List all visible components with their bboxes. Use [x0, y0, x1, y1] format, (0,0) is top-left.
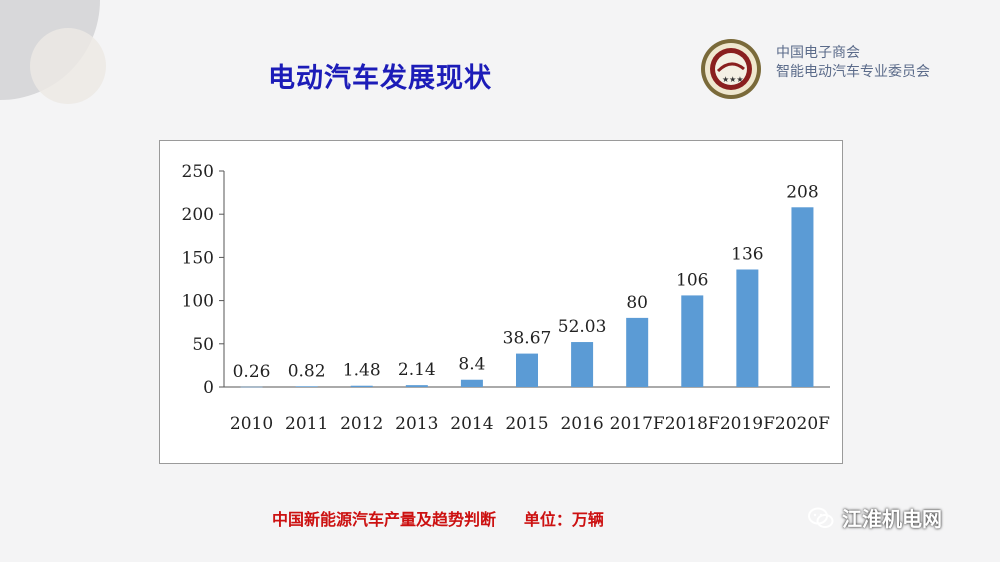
org-line-1: 中国电子商会 — [776, 45, 860, 61]
data-label-2015: 38.67 — [503, 329, 552, 349]
data-label-2017F: 80 — [626, 293, 648, 313]
x-tick-label-2020F: 2020F — [775, 414, 830, 434]
data-label-2012: 1.48 — [343, 361, 381, 381]
data-label-2014: 8.4 — [458, 355, 485, 375]
bar-2010 — [240, 386, 263, 388]
y-tick-label: 150 — [182, 248, 214, 268]
slide-title: 电动汽车发展现状 — [268, 63, 492, 94]
x-tick-label-2013: 2013 — [395, 414, 438, 434]
bar-2016 — [571, 342, 594, 387]
watermark-text: 江淮机电网 — [842, 507, 942, 531]
bar-2020F — [791, 207, 814, 387]
x-tick-label-2010: 2010 — [230, 414, 273, 434]
watermark: 江淮机电网 — [808, 503, 942, 532]
svg-text:★★★: ★★★ — [722, 75, 744, 84]
y-tick-label: 50 — [192, 335, 214, 355]
data-label-2016: 52.03 — [558, 317, 607, 337]
data-label-2011: 0.82 — [288, 361, 326, 381]
y-tick-label: 100 — [182, 292, 214, 312]
x-tick-label-2015: 2015 — [505, 414, 548, 434]
bar-2019F — [736, 269, 759, 387]
x-tick-label-2019F: 2019F — [720, 414, 775, 434]
association-logo-icon: ★★★ — [701, 39, 761, 99]
data-label-2010: 0.26 — [233, 362, 271, 382]
background-circle — [30, 28, 106, 104]
data-label-2019F: 136 — [731, 244, 763, 264]
y-tick-label: 0 — [203, 378, 214, 398]
wechat-icon — [808, 507, 834, 528]
x-tick-label-2016: 2016 — [560, 414, 603, 434]
production-bar-chart: 0 50 100 150 200 250 0.26 2010 0.82 2011 1.48 2012 2… — [182, 162, 831, 434]
bar-2011 — [295, 386, 318, 387]
y-tick-label: 250 — [182, 162, 214, 182]
data-label-2020F: 208 — [786, 182, 818, 202]
data-label-2018F: 106 — [676, 270, 708, 290]
y-tick-label: 200 — [182, 205, 214, 225]
bar-2012 — [350, 385, 373, 387]
x-tick-label-2017F: 2017F — [610, 414, 665, 434]
bar-2014 — [460, 379, 483, 387]
organization-name: 中国电子商会 智能电动汽车专业委员会 — [776, 44, 930, 82]
bar-2015 — [516, 353, 538, 387]
x-tick-label-2011: 2011 — [285, 414, 328, 434]
x-tick-label-2012: 2012 — [340, 414, 383, 434]
org-line-2: 智能电动汽车专业委员会 — [776, 64, 930, 80]
bar-2018F — [681, 295, 704, 387]
bar-2017F — [626, 317, 649, 387]
x-tick-label-2014: 2014 — [450, 414, 493, 434]
x-tick-label-2018F: 2018F — [665, 414, 720, 434]
data-label-2013: 2.14 — [398, 360, 436, 380]
chart-caption: 中国新能源汽车产量及趋势判断 单位：万辆 — [272, 510, 604, 529]
chart-panel: 0 50 100 150 200 250 0.26 2010 0.82 2011 1.48 2012 2… — [159, 140, 843, 464]
bar-2013 — [405, 385, 428, 387]
